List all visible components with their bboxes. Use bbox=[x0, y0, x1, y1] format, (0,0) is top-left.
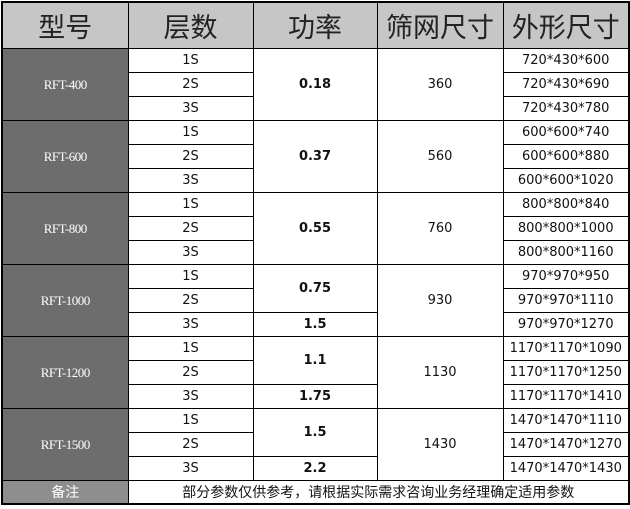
model-cell: RFT-400 bbox=[1, 48, 129, 121]
layer-cell: 2S bbox=[127, 360, 254, 385]
header-row: 型号 层数 功率 筛网尺寸 外形尺寸 bbox=[1, 1, 630, 49]
mesh-size-cell: 1130 bbox=[376, 336, 504, 409]
shape-size-cell: 1170*1170*1410 bbox=[502, 384, 630, 409]
power-cell: 0.55 bbox=[252, 192, 378, 265]
table-row: 3S 720*430*780 bbox=[2, 96, 630, 121]
mesh-size-cell: 360 bbox=[376, 48, 504, 121]
mesh-size-cell: 930 bbox=[376, 264, 504, 337]
shape-size-cell: 1170*1170*1090 bbox=[502, 336, 630, 361]
layer-cell: 3S bbox=[127, 456, 254, 481]
layer-cell: 1S bbox=[127, 120, 254, 145]
layer-cell: 3S bbox=[127, 168, 254, 193]
shape-size-cell: 1470*1470*1110 bbox=[502, 408, 630, 433]
table-row: 3S 600*600*1020 bbox=[2, 168, 630, 193]
power-cell: 0.37 bbox=[252, 120, 378, 193]
table-row: 3S 1.5 970*970*1270 bbox=[2, 312, 630, 337]
shape-size-cell: 800*800*840 bbox=[502, 192, 630, 217]
table-row: RFT-1200 1S 1.1 1130 1170*1170*1090 bbox=[1, 336, 630, 409]
mesh-size-cell: 1430 bbox=[376, 408, 504, 481]
layer-cell: 2S bbox=[127, 288, 254, 313]
shape-size-cell: 1470*1470*1430 bbox=[502, 456, 630, 481]
layer-cell: 1S bbox=[127, 408, 254, 433]
table-row: 2S 720*430*690 bbox=[2, 72, 630, 97]
power-cell: 0.75 bbox=[252, 264, 378, 313]
power-cell: 1.5 bbox=[252, 408, 378, 457]
layer-cell: 2S bbox=[127, 432, 254, 457]
power-cell: 1.5 bbox=[252, 312, 378, 337]
model-cell: RFT-1000 bbox=[1, 264, 129, 337]
power-cell: 1.75 bbox=[252, 384, 378, 409]
shape-size-cell: 970*970*1270 bbox=[502, 312, 630, 337]
shape-size-cell: 600*600*1020 bbox=[502, 168, 630, 193]
layer-cell: 1S bbox=[127, 264, 254, 289]
layer-cell: 3S bbox=[127, 384, 254, 409]
power-cell: 1.1 bbox=[252, 336, 378, 385]
table-row: RFT-1000 1S 0.75 930 970*970*950 bbox=[1, 264, 630, 337]
layer-cell: 1S bbox=[127, 48, 254, 73]
shape-size-cell: 1170*1170*1250 bbox=[502, 360, 630, 385]
table-row: RFT-800 1S 0.55 760 800*800*840 bbox=[1, 192, 630, 265]
shape-size-cell: 800*800*1160 bbox=[502, 240, 630, 265]
model-cell: RFT-1500 bbox=[1, 408, 129, 481]
header-layers: 层数 bbox=[127, 1, 254, 49]
mesh-size-cell: 560 bbox=[376, 120, 504, 193]
layer-cell: 2S bbox=[127, 216, 254, 241]
table-row: 2S 800*800*1000 bbox=[2, 216, 630, 241]
power-cell: 2.2 bbox=[252, 456, 378, 481]
layer-cell: 1S bbox=[127, 192, 254, 217]
note-text: 部分参数仅供参考，请根据实际需求咨询业务经理确定适用参数 bbox=[127, 480, 630, 505]
table-row: RFT-400 1S 0.18 360 720*430*600 bbox=[1, 48, 630, 121]
shape-size-cell: 600*600*740 bbox=[502, 120, 630, 145]
header-power: 功率 bbox=[252, 1, 378, 49]
shape-size-cell: 720*430*780 bbox=[502, 96, 630, 121]
layer-cell: 1S bbox=[127, 336, 254, 361]
shape-size-cell: 970*970*950 bbox=[502, 264, 630, 289]
layer-cell: 3S bbox=[127, 96, 254, 121]
model-cell: RFT-600 bbox=[1, 120, 129, 193]
table-row: 3S 800*800*1160 bbox=[2, 240, 630, 265]
header-model: 型号 bbox=[1, 1, 129, 49]
mesh-size-cell: 760 bbox=[376, 192, 504, 265]
model-cell: RFT-1200 bbox=[1, 336, 129, 409]
table-row: 3S 1.75 1170*1170*1410 bbox=[2, 384, 630, 409]
table-row: 2S 970*970*1110 bbox=[2, 288, 630, 313]
model-cell: RFT-800 bbox=[1, 192, 129, 265]
table-row: 3S 2.2 1470*1470*1430 bbox=[2, 456, 630, 481]
shape-size-cell: 1470*1470*1270 bbox=[502, 432, 630, 457]
table-row: 2S 1170*1170*1250 bbox=[2, 360, 630, 385]
table-row: RFT-600 1S 0.37 560 600*600*740 bbox=[1, 120, 630, 193]
shape-size-cell: 720*430*600 bbox=[502, 48, 630, 73]
layer-cell: 2S bbox=[127, 72, 254, 97]
footer-row: 备注 部分参数仅供参考，请根据实际需求咨询业务经理确定适用参数 bbox=[1, 480, 630, 505]
layer-cell: 3S bbox=[127, 312, 254, 337]
layer-cell: 2S bbox=[127, 144, 254, 169]
power-cell: 0.18 bbox=[252, 48, 378, 121]
header-shape-size: 外形尺寸 bbox=[502, 1, 630, 49]
shape-size-cell: 970*970*1110 bbox=[502, 288, 630, 313]
header-mesh-size: 筛网尺寸 bbox=[376, 1, 504, 49]
table-row: RFT-1500 1S 1.5 1430 1470*1470*1110 bbox=[1, 408, 630, 481]
shape-size-cell: 800*800*1000 bbox=[502, 216, 630, 241]
layer-cell: 3S bbox=[127, 240, 254, 265]
note-label: 备注 bbox=[1, 480, 129, 505]
shape-size-cell: 720*430*690 bbox=[502, 72, 630, 97]
table-row: 2S 1470*1470*1270 bbox=[2, 432, 630, 457]
shape-size-cell: 600*600*880 bbox=[502, 144, 630, 169]
table-row: 2S 600*600*880 bbox=[2, 144, 630, 169]
